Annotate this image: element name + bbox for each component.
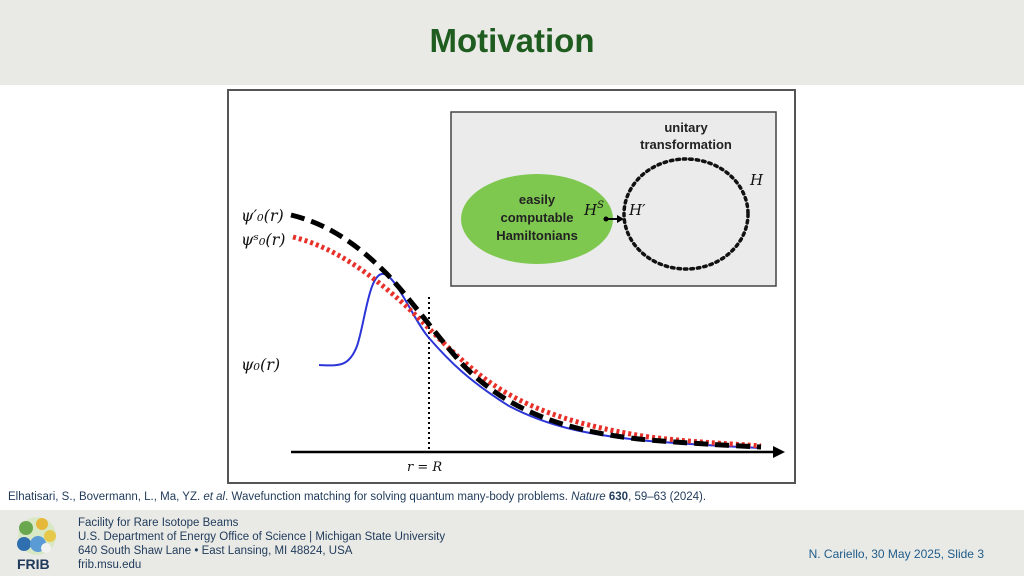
label-hs: HS bbox=[583, 200, 604, 219]
frib-logo-text: FRIB bbox=[17, 556, 50, 572]
slide-title: Motivation bbox=[429, 22, 595, 59]
footer-bar bbox=[0, 510, 1024, 576]
psi-prime-curve bbox=[290, 212, 762, 450]
r-equals-r-label: r = R bbox=[407, 460, 442, 475]
citation-etal: et al bbox=[203, 491, 226, 503]
transform-label-line2: transformation bbox=[640, 137, 732, 152]
easily-computable-ellipse bbox=[461, 174, 613, 264]
ellipse-label-line1: easily bbox=[519, 192, 556, 207]
psi-prime-label: ψ′₀(r) bbox=[241, 206, 284, 225]
unitary-circle bbox=[622, 157, 750, 271]
address-line4: frib.msu.edu bbox=[78, 559, 142, 571]
label-h: H bbox=[749, 171, 764, 189]
address-block: Facility for Rare Isotope Beams U.S. Dep… bbox=[78, 516, 445, 572]
citation-pages: , 59–63 (2024). bbox=[628, 491, 707, 503]
wavefunction-figure: easily computable Hamiltonians unitary t… bbox=[227, 89, 796, 484]
citation-authors: Elhatisari, S., Bovermann, L., Ma, YZ. bbox=[8, 491, 204, 503]
citation-journal: Nature bbox=[571, 491, 606, 503]
address-line2: U.S. Department of Energy Office of Scie… bbox=[78, 531, 446, 543]
citation-text: . Wavefunction matching for solving quan… bbox=[225, 491, 572, 503]
citation: Elhatisari, S., Bovermann, L., Ma, YZ. e… bbox=[8, 491, 706, 503]
psi-label: ψ₀(r) bbox=[241, 355, 280, 374]
x-axis-arrow bbox=[773, 446, 785, 458]
hs-dot bbox=[603, 216, 609, 222]
address-line3: 640 South Shaw Lane • East Lansing, MI 4… bbox=[78, 545, 353, 557]
ellipse-label-line3: Hamiltonians bbox=[496, 228, 578, 243]
psi-s-label: ψˢ₀(r) bbox=[241, 230, 285, 249]
slide-info: N. Cariello, 30 May 2025, Slide 3 bbox=[808, 547, 984, 561]
address-line1: Facility for Rare Isotope Beams bbox=[78, 517, 239, 529]
figure-svg: easily computable Hamiltonians unitary t… bbox=[241, 111, 785, 475]
transform-label-line1: unitary bbox=[664, 120, 708, 135]
arrow-head bbox=[617, 215, 624, 223]
frib-logo-icon bbox=[17, 517, 56, 555]
title-bar bbox=[0, 0, 1024, 85]
psi-curve bbox=[318, 273, 762, 449]
label-hprime: H′ bbox=[628, 201, 646, 219]
citation-volume: 630 bbox=[608, 491, 629, 503]
ellipse-label-line2: computable bbox=[501, 210, 574, 225]
